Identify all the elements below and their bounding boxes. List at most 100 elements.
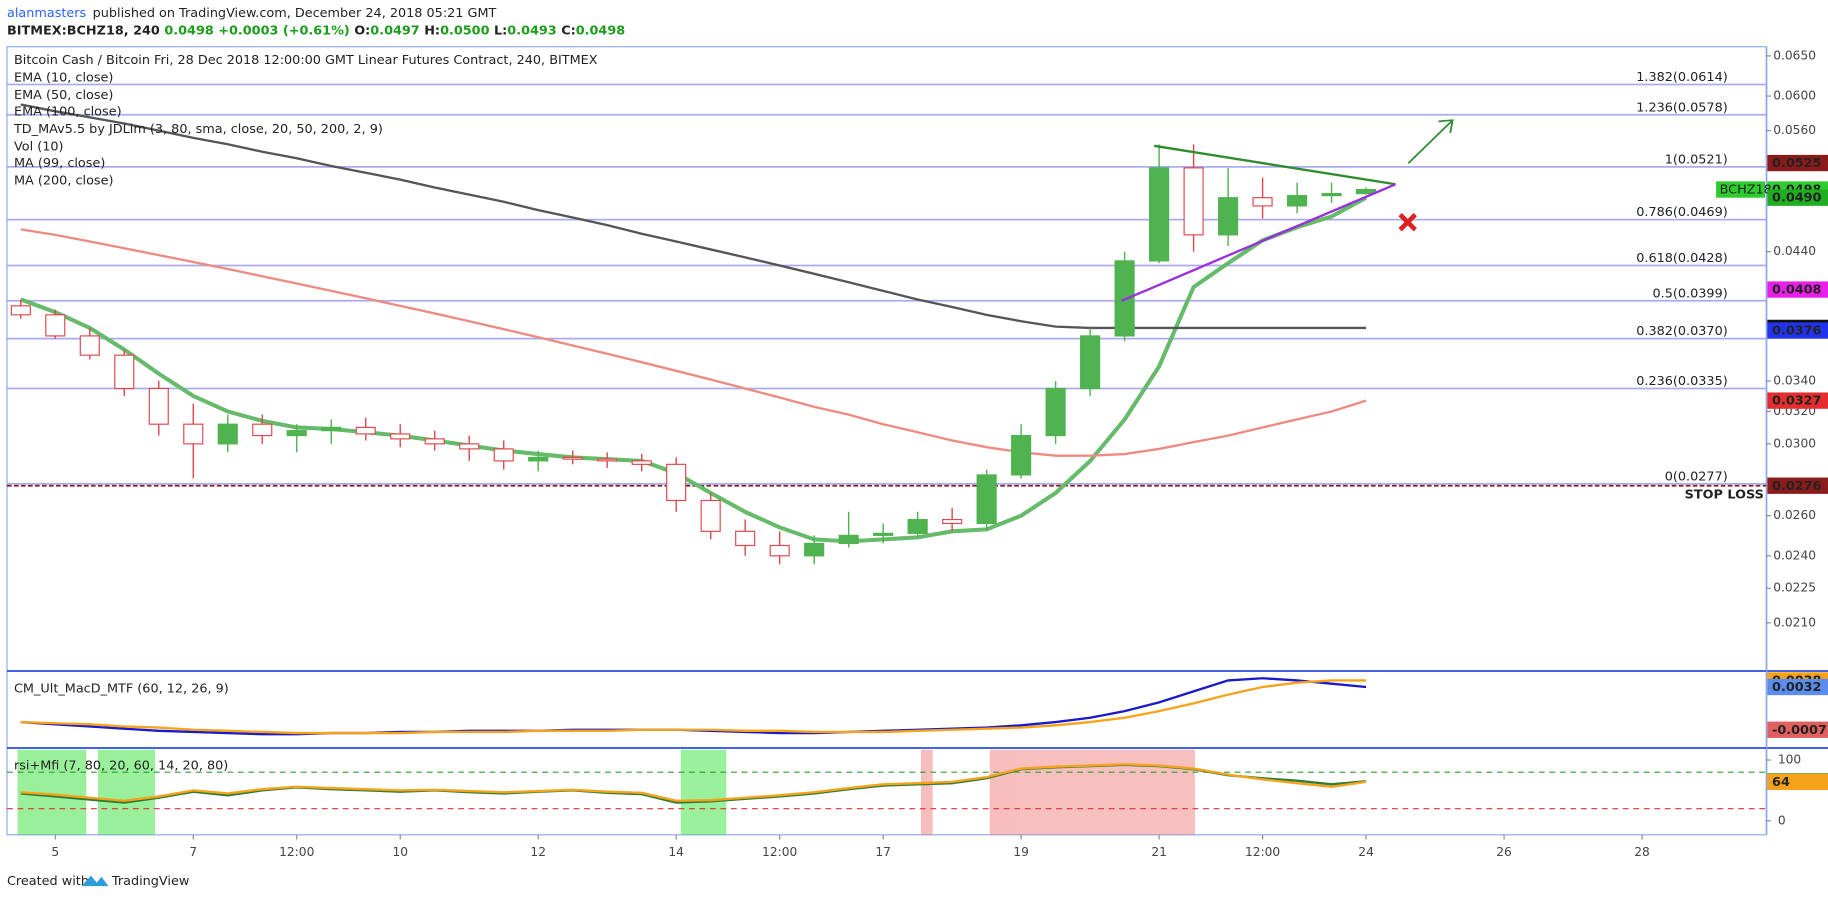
x-tick-label: 12:00 [279, 845, 314, 859]
change: +0.0003 (+0.61%) [218, 23, 350, 38]
indicator-line [20, 228, 1367, 457]
price-tag [1767, 154, 1828, 172]
candle-body [148, 387, 169, 425]
x-tick-label: 5 [51, 845, 59, 859]
price-tag [1767, 721, 1828, 738]
arrow [1407, 120, 1453, 164]
x-tick-label: 21 [1151, 845, 1167, 859]
x-tick-label: 12:00 [762, 845, 797, 859]
x-tick-label: 7 [189, 845, 197, 859]
fib-label: 0.382(0.0370) [1636, 324, 1728, 339]
price-tag-label: 0.0327 [1772, 394, 1821, 409]
fib-label: 0.618(0.0428) [1636, 251, 1728, 266]
candle-body [631, 460, 652, 465]
cross-mark [1398, 212, 1417, 232]
candle-body [45, 314, 66, 337]
candle-body [838, 534, 859, 545]
ohlc-label: O: [354, 23, 370, 38]
ohlc-value: 0.0498 [576, 23, 626, 38]
legend-entry: EMA (50, close) [14, 88, 113, 103]
price-tag [1767, 322, 1828, 339]
price-tag-label: -0.0007 [1772, 723, 1827, 738]
candle-body [459, 443, 480, 450]
stop-loss-label: STOP LOSS [1685, 488, 1764, 503]
last: 0.0498 [164, 23, 214, 38]
candle-body [183, 423, 204, 445]
candle-body [1321, 193, 1342, 197]
candle-body [907, 518, 928, 534]
panel-title: rsi+Mfi (7, 80, 20, 60, 14, 20, 80) [14, 759, 228, 774]
zone [920, 749, 933, 835]
zone [989, 749, 1195, 835]
x-tick-label: 19 [1013, 845, 1029, 859]
legend-entry: MA (99, close) [14, 156, 105, 171]
symbol: BITMEX:BCHZ18, 240 [7, 23, 160, 38]
price-tag-label: 0.0408 [1772, 283, 1822, 298]
fib-label: 1.236(0.0578) [1636, 100, 1728, 115]
price-tag [1767, 773, 1828, 791]
indicator-line [20, 103, 1367, 330]
price-tag-label: 0.0032 [1772, 680, 1821, 695]
x-tick-label: 26 [1496, 845, 1512, 859]
x-tick-label: 17 [875, 845, 891, 859]
y-tick-label: 0.0600 [1773, 89, 1816, 103]
candle-body [528, 456, 549, 462]
x-tick-label: 12:00 [1245, 845, 1280, 859]
legend-entry: Vol (10) [14, 139, 64, 154]
fib-label: 0.786(0.0469) [1636, 205, 1728, 220]
y-tick-label: 0.0240 [1773, 548, 1816, 562]
y-tick-label: 0.0300 [1773, 436, 1816, 450]
footer-text: Created with [7, 874, 89, 889]
price-tag-label: 0.0276 [1772, 479, 1822, 494]
candle-body [562, 456, 583, 460]
y-tick-label: 100 [1778, 753, 1801, 767]
candle-body [1252, 197, 1273, 207]
candle-body [10, 305, 31, 316]
user[interactable]: alanmasters [7, 5, 87, 20]
x-tick-label: 10 [392, 845, 408, 859]
candle-body [1149, 167, 1170, 262]
x-tick-label: 12 [530, 845, 546, 859]
candle-body [942, 518, 963, 525]
price-tag [1767, 281, 1828, 298]
candle-body [1218, 197, 1239, 236]
x-tick-label: 14 [668, 845, 684, 859]
ohlc-label: C: [561, 23, 576, 38]
rsi-zones [17, 749, 1195, 835]
ohlc-value: 0.0493 [507, 23, 556, 38]
price-tag [1767, 477, 1828, 494]
candle-body [976, 474, 997, 525]
candle-body [700, 499, 721, 532]
y-tick-label: 0.0560 [1773, 123, 1816, 137]
ohlc-label: H: [424, 23, 440, 38]
candle-body [666, 463, 687, 502]
plot: 0.06500.06000.05600.04400.03400.03200.03… [6, 48, 1828, 859]
candle-body [1011, 434, 1032, 476]
y-tick-label: 0.0340 [1773, 374, 1816, 388]
arrow-head [1438, 119, 1454, 134]
trendline [1153, 144, 1396, 186]
price-tag-label: 0.0376 [1772, 324, 1822, 339]
price-tag [1767, 392, 1828, 409]
candle-body [873, 532, 894, 536]
price-tag-label: 0.0490 [1772, 191, 1822, 206]
y-tick-label: 0.0210 [1773, 615, 1816, 629]
candle-body [390, 433, 411, 440]
y-tick-label: 0.0225 [1773, 581, 1816, 595]
footer-brand[interactable]: TradingView [111, 874, 189, 889]
candle-body [217, 423, 238, 445]
trendline [1121, 183, 1396, 302]
fib-label: 0(0.0277) [1665, 469, 1728, 484]
candle-body [493, 448, 514, 462]
chart-title: Bitcoin Cash / Bitcoin Fri, 28 Dec 2018 … [14, 53, 598, 68]
price-tag-label: 0.0525 [1772, 156, 1822, 171]
x-tick-label: 24 [1358, 845, 1374, 859]
y-tick-label: 0.0260 [1773, 508, 1816, 522]
y-tick-label: 0 [1778, 813, 1786, 827]
candle-body [597, 458, 618, 462]
quote-line: BITMEX:BCHZ18, 240 0.0498 +0.0003 (+0.61… [7, 23, 625, 38]
symbol-tag [1716, 181, 1766, 198]
legend-entry: EMA (100, close) [14, 104, 122, 119]
